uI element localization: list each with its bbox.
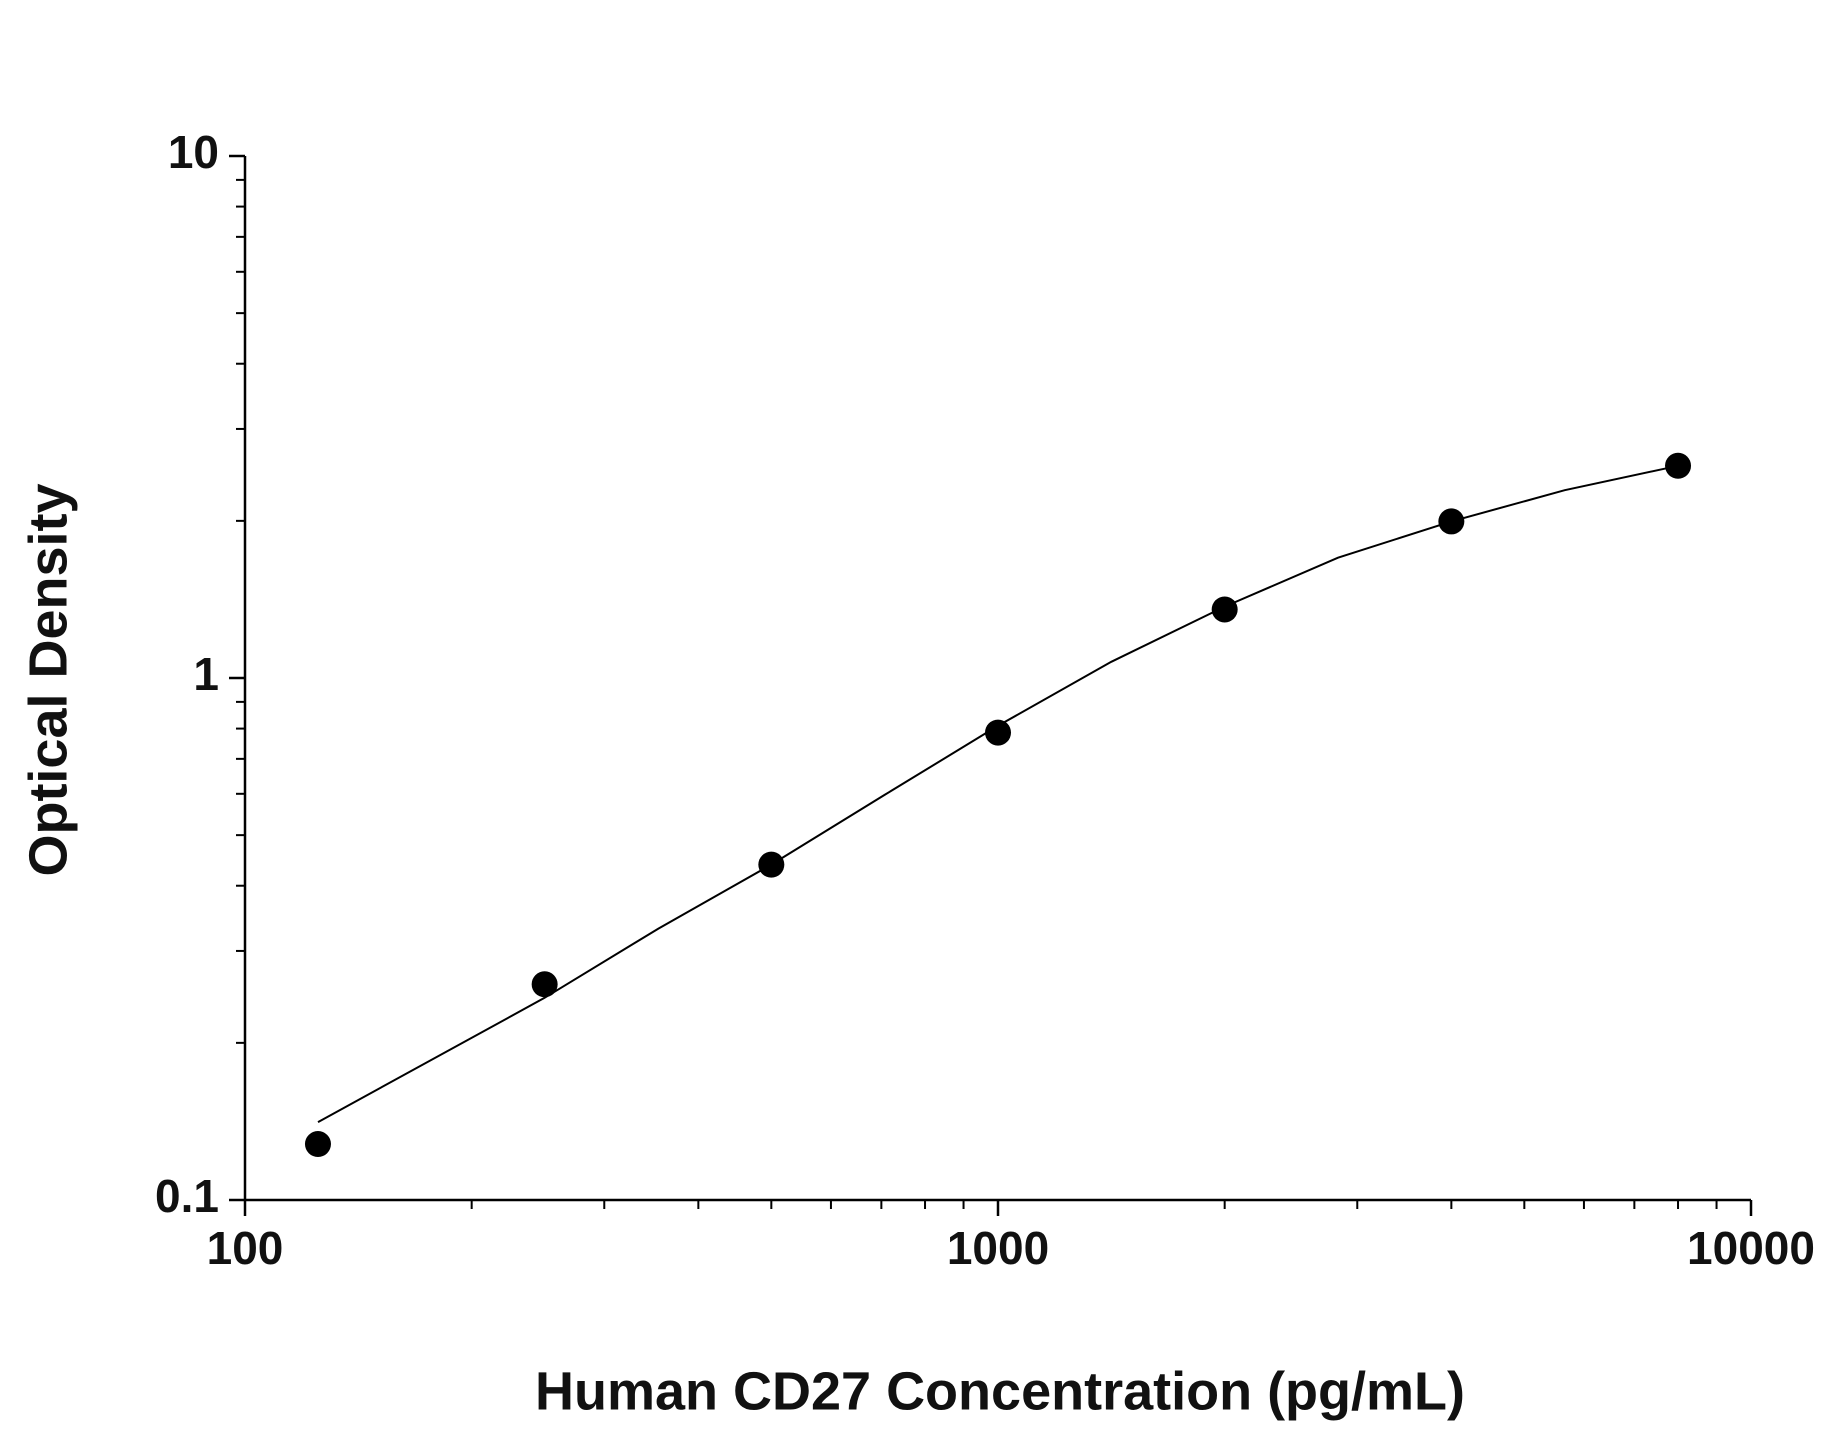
x-tick-label: 1000 <box>947 1222 1049 1274</box>
data-point <box>1665 452 1692 479</box>
fit-curve <box>317 464 1679 1123</box>
data-point <box>758 851 785 878</box>
y-axis-title: Optical Density <box>18 483 78 876</box>
y-tick-label: 1 <box>193 648 219 700</box>
x-tick-label: 100 <box>207 1222 284 1274</box>
data-point <box>304 1131 331 1158</box>
data-point <box>1211 596 1238 623</box>
x-axis-title: Human CD27 Concentration (pg/mL) <box>535 1361 1465 1421</box>
data-point <box>531 971 558 998</box>
x-tick-label: 10000 <box>1687 1222 1815 1274</box>
y-tick-label: 0.1 <box>155 1170 219 1222</box>
data-point <box>985 719 1011 746</box>
data-point <box>1438 508 1465 535</box>
y-tick-label: 10 <box>168 126 219 178</box>
